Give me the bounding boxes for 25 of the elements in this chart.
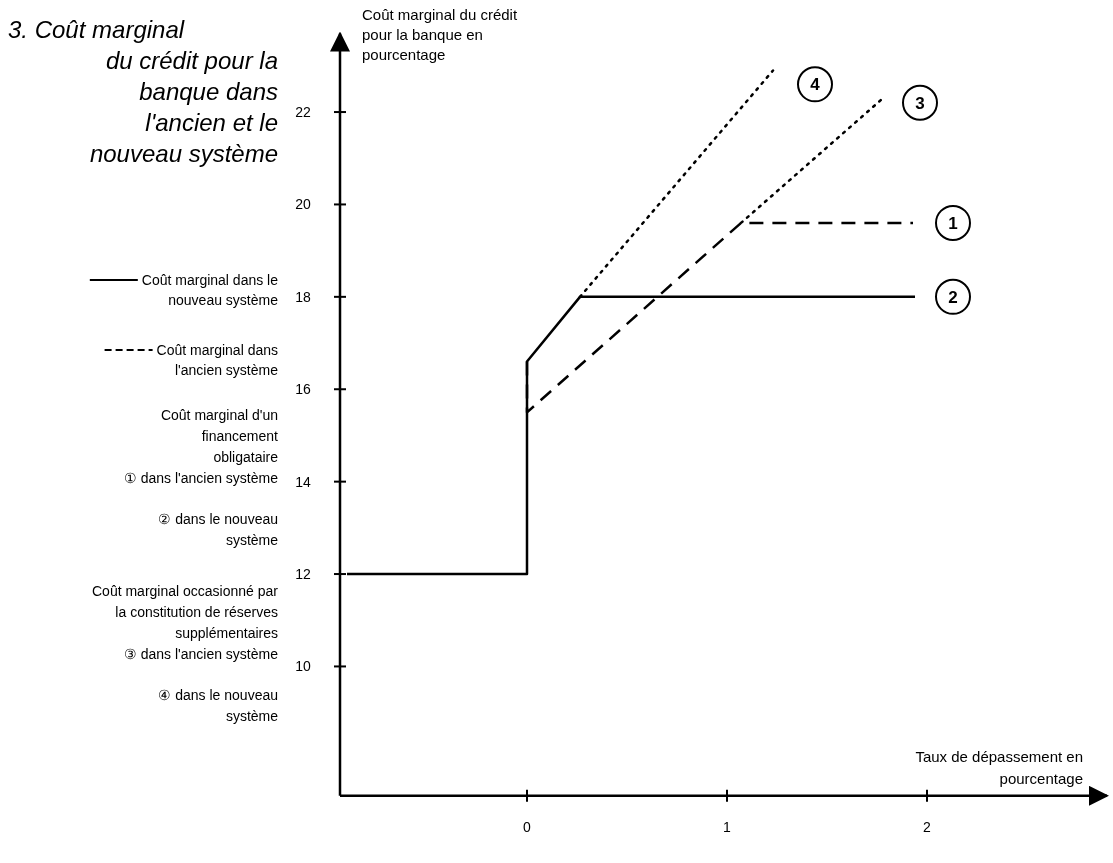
text: ① dans l'ancien système [123,470,279,486]
legend-label: Coût marginal dans l'ancien système [156,342,279,378]
legend-label: Coût marginal dans le nouveau système [141,272,279,308]
y-tick-label: 16 [295,381,311,398]
y-tick-label: 20 [295,196,311,213]
y-tick-label: 10 [295,658,311,675]
y-tick-label: 12 [295,565,311,582]
x-tick-label: 1 [723,818,732,835]
text: 3. Coût marginal du crédit pour la banque dans l'ancien et le nouveau système [8,16,278,167]
x-axis-title: Taux de dépassement en pourcentage [915,748,1083,787]
annotation: 3 [915,93,925,113]
annotation: 2 [948,287,958,307]
text: ④ dans le nouveau système [158,687,279,724]
y-tick-label: 14 [295,473,311,490]
annotation: 4 [810,75,821,95]
y-tick-label: 22 [295,103,311,120]
text: ③ dans l'ancien système [123,646,279,662]
text: Coût marginal d'un financement obligataire [160,407,279,465]
y-tick-label: 18 [295,288,311,305]
x-tick-label: 0 [523,818,532,835]
x-tick-label: 2 [923,818,932,835]
annotation: 1 [948,213,958,233]
text: Coût marginal occasionné par la constitution de réserves supplémentaires [92,583,279,641]
y-axis-title: Coût marginal du crédit pour la banque en pourcentage [362,6,518,63]
text: ② dans le nouveau système [158,511,279,548]
